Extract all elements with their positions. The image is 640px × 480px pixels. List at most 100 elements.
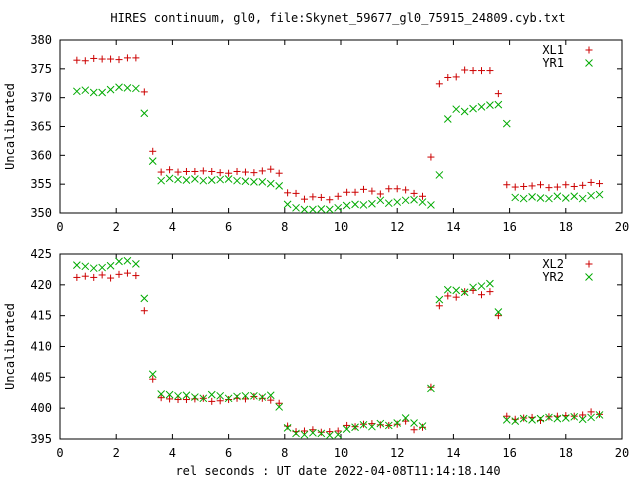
data-point-XL2 (166, 395, 174, 403)
x-tick-label: 18 (559, 446, 573, 460)
data-point-XL1 (570, 182, 578, 190)
data-point-XL1 (562, 181, 570, 189)
y-tick-label: 375 (30, 62, 52, 76)
data-point-YR2 (73, 261, 81, 269)
data-point-YR2 (452, 286, 461, 295)
data-point-YR1 (359, 201, 368, 209)
data-point-XL2 (334, 427, 342, 435)
data-point-XL1 (275, 169, 283, 177)
data-point-YR1 (283, 200, 292, 209)
data-point-YR1 (528, 192, 536, 201)
data-point-XL2 (486, 288, 494, 296)
data-point-YR1 (157, 176, 166, 185)
data-point-YR1 (553, 192, 562, 201)
data-point-YR2 (351, 423, 359, 432)
data-point-XL2 (216, 397, 224, 405)
data-point-YR2 (334, 430, 343, 439)
data-point-YR2 (384, 421, 393, 430)
data-point-YR1 (199, 176, 208, 185)
data-point-YR1 (351, 200, 359, 209)
data-point-YR2 (317, 429, 326, 438)
series-YR2 (73, 256, 604, 440)
data-point-XL2 (452, 293, 460, 301)
y-tick-label: 370 (30, 91, 52, 105)
data-point-XL1 (73, 56, 81, 64)
data-point-YR2 (81, 262, 90, 271)
data-point-YR2 (89, 264, 98, 273)
data-point-XL1 (359, 185, 367, 193)
data-point-YR2 (477, 282, 486, 290)
data-point-YR2 (233, 392, 241, 401)
plot-frame (59, 253, 623, 440)
data-point-YR2 (553, 414, 562, 423)
data-point-XL1 (537, 181, 545, 189)
data-point-XL1 (250, 169, 258, 177)
legend-marker-XL1 (585, 46, 593, 54)
data-point-XL1 (511, 183, 519, 191)
data-point-XL1 (520, 182, 528, 190)
x-tick-label: 4 (169, 446, 176, 460)
data-point-XL2 (326, 428, 334, 436)
data-point-YR1 (460, 107, 469, 116)
data-point-YR1 (89, 88, 98, 97)
data-point-YR2 (443, 285, 452, 294)
y-tick-label: 355 (30, 177, 52, 191)
data-point-XL2 (140, 307, 148, 315)
data-point-YR2 (494, 308, 503, 316)
series-XL2 (73, 269, 604, 436)
data-point-XL2 (317, 428, 325, 436)
plot-frame (59, 39, 623, 214)
data-point-XL1 (267, 165, 275, 173)
data-point-YR1 (443, 115, 452, 123)
data-point-YR1 (275, 182, 284, 190)
data-point-YR1 (317, 205, 326, 213)
data-point-YR1 (376, 196, 385, 205)
data-point-XL1 (174, 168, 182, 176)
data-point-YR1 (132, 84, 140, 93)
data-point-XL1 (233, 167, 241, 175)
data-point-XL1 (528, 182, 536, 190)
data-point-YR1 (241, 177, 250, 186)
data-point-XL2 (275, 399, 283, 407)
data-point-XL1 (140, 88, 148, 96)
data-point-XL1 (157, 168, 165, 176)
data-point-YR2 (182, 391, 191, 400)
data-point-XL1 (351, 188, 359, 196)
data-point-XL1 (317, 193, 325, 201)
data-point-XL1 (115, 56, 123, 64)
x-tick-label: 2 (113, 446, 120, 460)
data-point-YR2 (300, 430, 309, 439)
data-point-YR1 (435, 171, 444, 179)
data-point-YR1 (502, 119, 511, 128)
data-point-XL1 (81, 57, 89, 65)
data-point-XL2 (182, 396, 190, 404)
data-point-YR2 (368, 422, 376, 431)
data-point-YR2 (545, 413, 553, 422)
y-tick-label: 380 (30, 33, 52, 47)
data-point-YR2 (393, 419, 402, 427)
data-point-YR1 (519, 194, 528, 203)
data-point-XL1 (208, 167, 216, 175)
data-point-YR1 (536, 194, 545, 202)
data-point-YR2 (216, 391, 225, 400)
data-point-YR2 (401, 414, 410, 422)
x-tick-label: 8 (281, 446, 288, 460)
data-point-XL1 (191, 167, 199, 175)
data-point-XL2 (410, 426, 418, 434)
data-point-YR2 (207, 390, 216, 399)
data-point-XL2 (98, 271, 106, 279)
data-point-YR2 (275, 403, 284, 411)
data-point-YR2 (266, 391, 275, 400)
legend-marker-YR2 (585, 273, 593, 281)
data-point-YR1 (561, 194, 570, 202)
x-tick-label: 12 (390, 446, 404, 460)
data-point-XL1 (452, 73, 460, 81)
data-point-YR1 (292, 203, 300, 212)
data-point-YR2 (502, 416, 511, 424)
data-point-XL2 (300, 427, 308, 435)
data-point-XL2 (73, 273, 81, 281)
legend-label-YR1: YR1 (542, 56, 564, 70)
y-tick-label: 415 (30, 309, 52, 323)
data-point-XL1 (292, 189, 300, 197)
data-point-YR2 (376, 419, 385, 428)
